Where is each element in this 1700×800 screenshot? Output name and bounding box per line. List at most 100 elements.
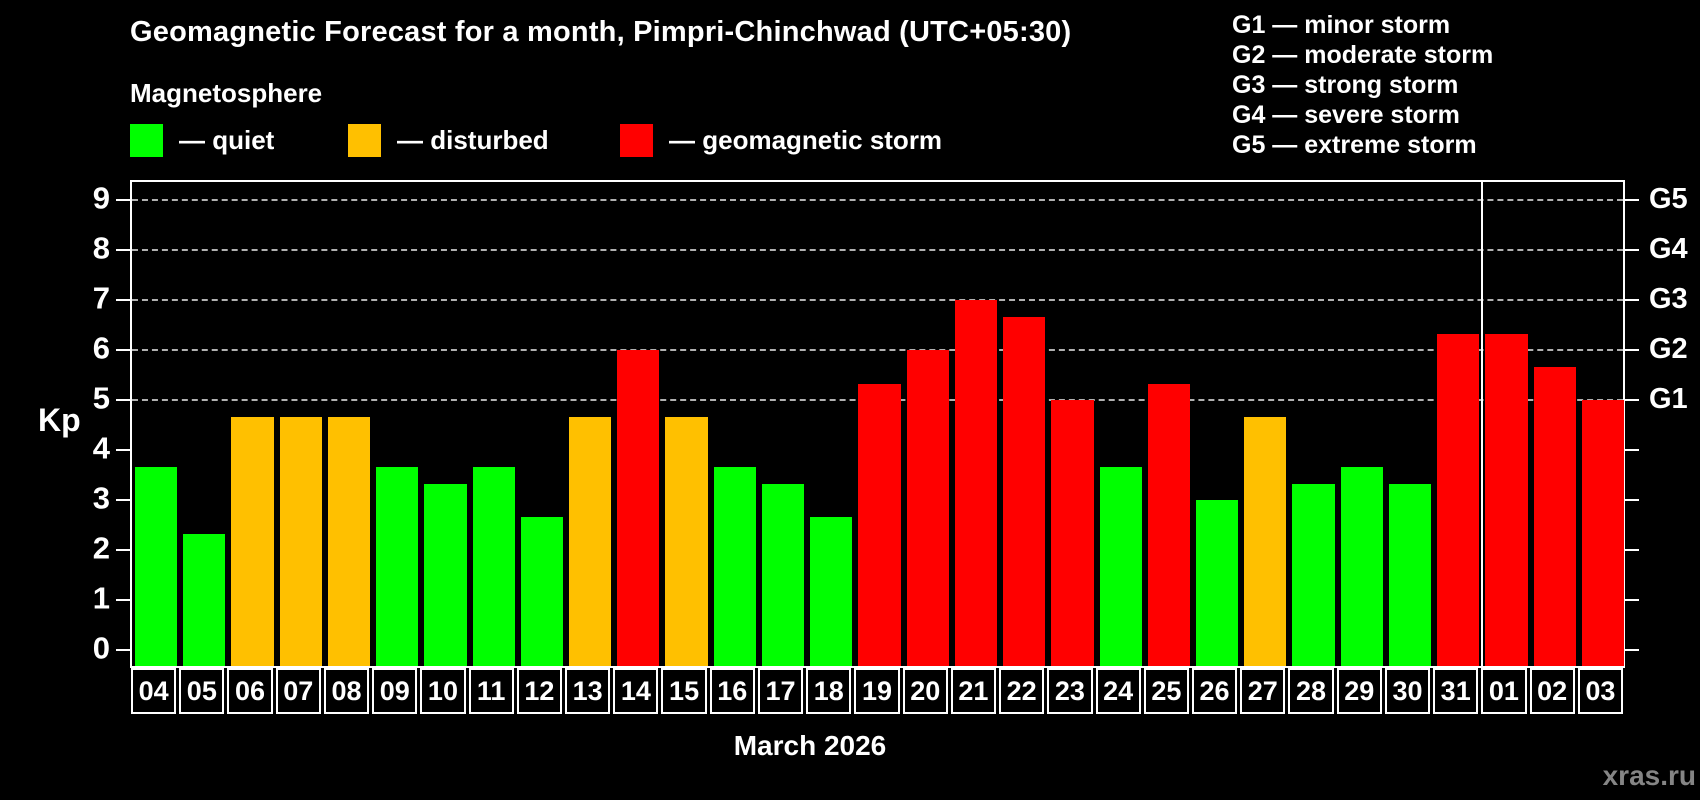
bar-day-31 (1437, 333, 1480, 666)
g-legend-line-3: G3 — strong storm (1232, 71, 1459, 99)
y-axis-tick-right-5 (1625, 399, 1639, 401)
day-label-05: 05 (179, 668, 225, 714)
bar-day-17 (761, 483, 805, 666)
y-axis-tick-left-5 (116, 399, 130, 401)
y-axis-tick-left-8 (116, 249, 130, 251)
gridline-kp8 (132, 249, 1623, 251)
y-axis-label-0: 0 (92, 630, 110, 666)
y-axis-label-5: 5 (92, 380, 110, 416)
legend-label-disturbed: — disturbed (397, 124, 549, 155)
y-axis-tick-right-3 (1625, 499, 1639, 501)
bar-day-05 (183, 533, 226, 666)
bar-day-16 (713, 466, 756, 666)
gridline-kp6 (132, 349, 1623, 351)
magnetosphere-label: Magnetosphere (130, 78, 323, 108)
bar-day-07 (279, 416, 322, 666)
day-label-27: 27 (1240, 668, 1286, 714)
bar-day-28 (1292, 483, 1335, 666)
legend-item-storm: — geomagnetic storm (620, 123, 942, 157)
bar-day-30 (1388, 483, 1432, 666)
y-axis-label-4: 4 (92, 430, 110, 466)
day-label-25: 25 (1143, 668, 1189, 714)
bar-day-15 (665, 416, 708, 666)
day-label-23: 23 (1047, 668, 1093, 714)
day-label-01: 01 (1481, 668, 1527, 714)
legend-item-disturbed: — disturbed (348, 123, 549, 157)
g-legend-line-4: G4 — severe storm (1232, 101, 1460, 129)
day-label-20: 20 (902, 668, 948, 714)
bar-day-02 (1533, 366, 1576, 666)
bar-day-22 (1003, 316, 1046, 666)
y-axis-label-7: 7 (92, 280, 110, 316)
y-axis-label-3: 3 (92, 480, 110, 516)
day-label-07: 07 (275, 668, 321, 714)
g-axis-label-G1: G1 (1649, 382, 1688, 415)
y-axis-tick-right-2 (1625, 549, 1639, 551)
legend-label-quiet: — quiet (179, 124, 275, 155)
x-axis-day-labels: 04 05 06 07 08 09 10 11 12 13 14 15 16 17 18 19 20 21 22 23… (130, 668, 1625, 716)
y-axis-label-1: 1 (92, 580, 110, 616)
bar-day-08 (327, 416, 371, 666)
day-label-06: 06 (227, 668, 273, 714)
legend-swatch-quiet (130, 123, 163, 157)
day-label-16: 16 (709, 668, 755, 714)
y-axis-tick-right-0 (1625, 649, 1639, 651)
day-label-08: 08 (323, 668, 370, 714)
g-legend-line-1: G1 — minor storm (1232, 11, 1451, 39)
day-label-19: 19 (854, 668, 900, 714)
day-label-02: 02 (1529, 668, 1575, 714)
bar-day-03 (1581, 400, 1624, 666)
g-axis-label-G2: G2 (1649, 332, 1688, 365)
day-label-30: 30 (1384, 668, 1431, 714)
day-label-28: 28 (1288, 668, 1334, 714)
y-axis-label-6: 6 (92, 330, 110, 366)
day-label-15: 15 (661, 668, 707, 714)
bar-day-21 (954, 300, 998, 666)
plot-area (130, 180, 1625, 668)
bar-day-26 (1195, 500, 1239, 666)
bar-day-13 (569, 416, 612, 666)
y-axis-tick-left-6 (116, 349, 130, 351)
bar-day-06 (231, 416, 274, 666)
y-axis-tick-left-2 (116, 549, 130, 551)
y-axis-label-2: 2 (92, 530, 110, 566)
gridline-kp9 (132, 199, 1623, 201)
y-axis-tick-right-9 (1625, 199, 1639, 201)
bar-day-23 (1051, 400, 1094, 666)
y-axis-tick-left-1 (116, 599, 130, 601)
day-label-31: 31 (1433, 668, 1479, 714)
bar-day-27 (1244, 416, 1287, 666)
day-label-24: 24 (1095, 668, 1141, 714)
bar-day-20 (906, 350, 949, 666)
y-axis-tick-right-4 (1625, 449, 1639, 451)
y-axis-tick-left-0 (116, 649, 130, 651)
day-label-09: 09 (372, 668, 418, 714)
bar-day-10 (424, 483, 467, 666)
y-axis-label-8: 8 (92, 230, 110, 266)
day-label-22: 22 (999, 668, 1045, 714)
y-axis-tick-right-7 (1625, 299, 1639, 301)
day-label-04: 04 (131, 668, 177, 714)
watermark: xras.ru (1602, 760, 1696, 791)
month-boundary-line (1481, 182, 1484, 666)
g-scale-legend: G1 — minor storm G2 — moderate storm G3 — … (1232, 10, 1493, 160)
day-label-18: 18 (806, 668, 852, 714)
y-axis-tick-left-7 (116, 299, 130, 301)
y-axis-tick-left-9 (116, 199, 130, 201)
legend-swatch-disturbed (348, 123, 381, 157)
bar-day-24 (1099, 466, 1142, 666)
g-axis-label-G3: G3 (1649, 282, 1688, 315)
bar-day-09 (376, 466, 419, 666)
g-axis-label-G4: G4 (1649, 232, 1688, 265)
bar-day-19 (858, 383, 901, 666)
day-label-26: 26 (1191, 668, 1238, 714)
bar-day-11 (472, 466, 515, 666)
g-legend-line-2: G2 — moderate storm (1232, 41, 1494, 69)
day-label-11: 11 (468, 668, 514, 714)
g-legend-line-5: G5 — extreme storm (1232, 131, 1477, 159)
day-label-14: 14 (613, 668, 659, 714)
bar-day-29 (1340, 466, 1383, 666)
g-axis-label-G5: G5 (1649, 182, 1688, 215)
y-axis-tick-right-8 (1625, 249, 1639, 251)
legend-swatch-storm (620, 123, 653, 157)
